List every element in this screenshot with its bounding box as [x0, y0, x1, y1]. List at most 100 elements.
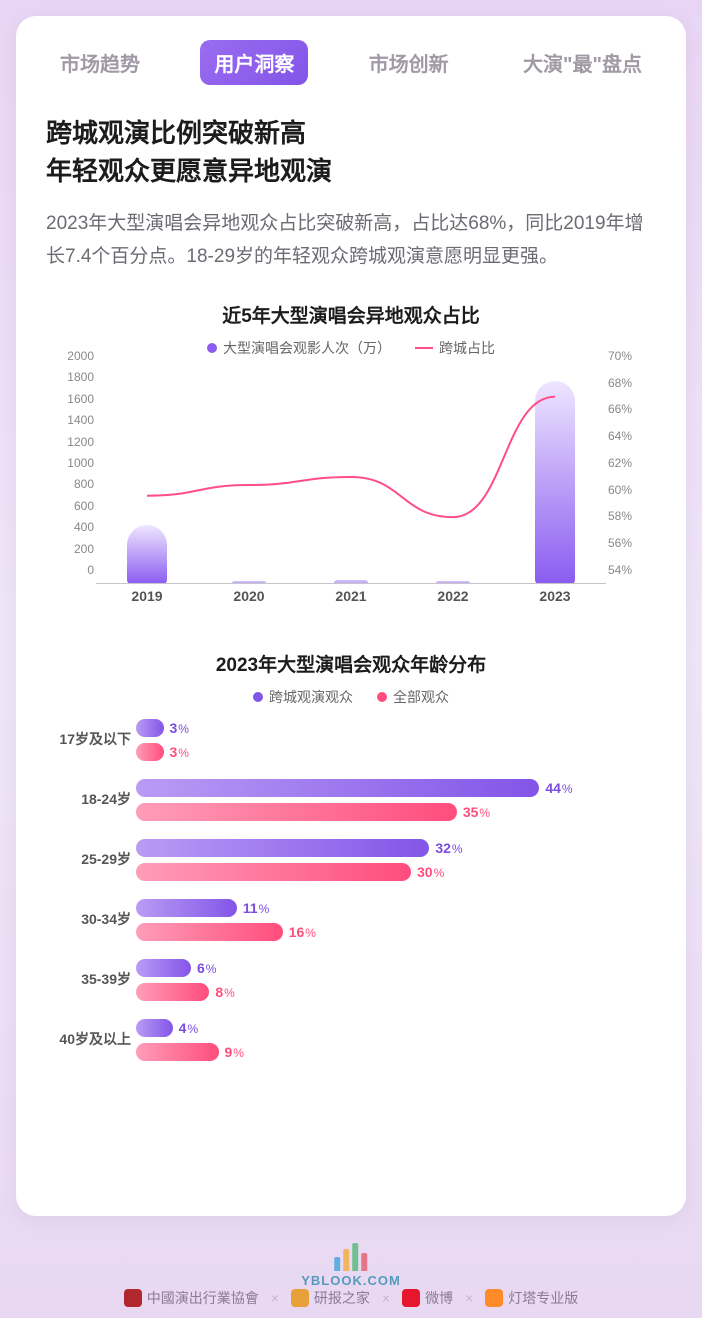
watermark-bar-icon [344, 1249, 350, 1271]
legend-a-dot-icon [253, 692, 263, 702]
headline-line1: 跨城观演比例突破新高 [46, 115, 656, 153]
hbar-purple [136, 899, 237, 917]
hbar-pink [136, 983, 209, 1001]
age-row: 40岁及以上4%9% [136, 1019, 656, 1061]
chart1-title: 近5年大型演唱会异地观众占比 [46, 301, 656, 328]
age-label: 18-24岁 [46, 789, 131, 809]
y-left-tick: 400 [46, 520, 94, 534]
y-left-tick: 1000 [46, 456, 94, 470]
y-right-tick: 68% [608, 376, 656, 390]
chart1-line [147, 397, 555, 517]
chart1-plot-area [96, 370, 606, 584]
logo-4-icon [485, 1289, 503, 1307]
y-right-tick: 64% [608, 429, 656, 443]
y-left-tick: 0 [46, 563, 94, 577]
hbar-pink [136, 863, 411, 881]
hbar-pink [136, 743, 164, 761]
y-left-tick: 2000 [46, 349, 94, 363]
tab-bar: 市场趋势 用户洞察 市场创新 大演"最"盘点 [46, 40, 656, 85]
footer-logos: 中國演出行業協會 × 研报之家 × 微博 × 灯塔专业版 [0, 1288, 702, 1308]
bar-line: 4% [136, 1019, 656, 1037]
logo-2-label: 研报之家 [314, 1288, 370, 1308]
y-right-tick: 62% [608, 456, 656, 470]
chart2-legend: 跨城观演观众 全部观众 [46, 687, 656, 707]
hbar-purple [136, 959, 191, 977]
bar-line: 9% [136, 1043, 656, 1061]
logo-4-label: 灯塔专业版 [508, 1288, 578, 1308]
x-label: 2023 [539, 588, 570, 604]
chart2: 17岁及以下 3% 3% 18-24岁44%35% 25-29岁 32% 30% 30-34岁… [46, 719, 656, 1061]
y-left-tick: 800 [46, 477, 94, 491]
y-left-tick: 1400 [46, 413, 94, 427]
y-left-tick: 1800 [46, 370, 94, 384]
x-label: 2019 [131, 588, 162, 604]
y-left-tick: 1600 [46, 392, 94, 406]
hbar-purple [136, 779, 539, 797]
x-label: 2022 [437, 588, 468, 604]
report-card: 市场趋势 用户洞察 市场创新 大演"最"盘点 跨城观演比例突破新高 年轻观众更愿… [16, 16, 686, 1216]
footer-logo-1: 中國演出行業協會 [124, 1288, 259, 1308]
tab-market-innovation[interactable]: 市场创新 [355, 40, 463, 85]
bar-line: 11% [136, 899, 656, 917]
tab-top-review[interactable]: 大演"最"盘点 [509, 40, 656, 85]
y-left-tick: 600 [46, 499, 94, 513]
hbar-value: 11% [243, 900, 269, 916]
age-label: 35-39岁 [46, 969, 131, 989]
bar-pair: 3% 3% [136, 719, 656, 761]
legend-b-dot-icon [377, 692, 387, 702]
legend-a-label: 跨城观演观众 [269, 687, 353, 707]
hbar-value: 3% [170, 720, 189, 736]
bar-line: 35% [136, 803, 656, 821]
age-row: 35-39岁6%8% [136, 959, 656, 1001]
chart1-y-right-axis: 54%56%58%60%62%64%66%68%70% [608, 370, 656, 584]
age-label: 30-34岁 [46, 909, 131, 929]
watermark-text: YBLOOK.COM [301, 1273, 401, 1288]
headline-line2: 年轻观众更愿意异地观演 [46, 153, 656, 191]
footer-logo-4: 灯塔专业版 [485, 1288, 578, 1308]
watermark-bar-icon [335, 1257, 341, 1271]
hbar-purple [136, 1019, 173, 1037]
age-label: 17岁及以下 [46, 729, 131, 749]
bar-line: 6% [136, 959, 656, 977]
hbar-pink [136, 803, 457, 821]
hbar-value: 16% [289, 924, 316, 940]
bar-pair: 4%9% [136, 1019, 656, 1061]
footer-sep: × [382, 1290, 390, 1306]
hbar-value: 9% [225, 1044, 244, 1060]
tab-market-trend[interactable]: 市场趋势 [46, 40, 154, 85]
watermark-bars-icon [335, 1243, 368, 1271]
logo-3-label: 微博 [425, 1288, 453, 1308]
footer-logo-2: 研报之家 [291, 1288, 370, 1308]
chart1-legend: 大型演唱会观影人次（万） 跨城占比 [46, 338, 656, 358]
hbar-value: 32% [435, 840, 462, 856]
age-row: 17岁及以下3%3% [136, 719, 656, 761]
x-label: 2020 [233, 588, 264, 604]
footer-sep: × [271, 1290, 279, 1306]
hbar-purple [136, 839, 429, 857]
age-label: 40岁及以上 [46, 1029, 131, 1049]
hbar-value: 30% [417, 864, 444, 880]
x-label: 2021 [335, 588, 366, 604]
headline: 跨城观演比例突破新高 年轻观众更愿意异地观演 [46, 115, 656, 190]
footer-sep: × [465, 1290, 473, 1306]
chart1-y-left-axis: 0200400600800100012001400160018002000 [46, 370, 94, 584]
age-label: 25-29岁 [46, 849, 131, 869]
y-right-tick: 60% [608, 483, 656, 497]
bar-pair: 44%35% [136, 779, 656, 821]
tab-user-insight[interactable]: 用户洞察 [200, 40, 308, 85]
age-row: 30-34岁11%16% [136, 899, 656, 941]
bar-pair: 6% 8% [136, 959, 656, 1001]
y-left-tick: 200 [46, 542, 94, 556]
hbar-value: 3% [170, 744, 189, 760]
hbar-purple [136, 719, 164, 737]
hbar-value: 8% [215, 984, 234, 1000]
bar-line: 8% [136, 983, 656, 1001]
hbar-value: 6% [197, 960, 216, 976]
watermark: YBLOOK.COM [301, 1243, 401, 1288]
logo-2-icon [291, 1289, 309, 1307]
y-right-tick: 70% [608, 349, 656, 363]
logo-3-icon [402, 1289, 420, 1307]
legend-series-b: 全部观众 [377, 687, 449, 707]
bar-pair: 32% 30% [136, 839, 656, 881]
legend-line-swatch-icon [415, 347, 433, 349]
